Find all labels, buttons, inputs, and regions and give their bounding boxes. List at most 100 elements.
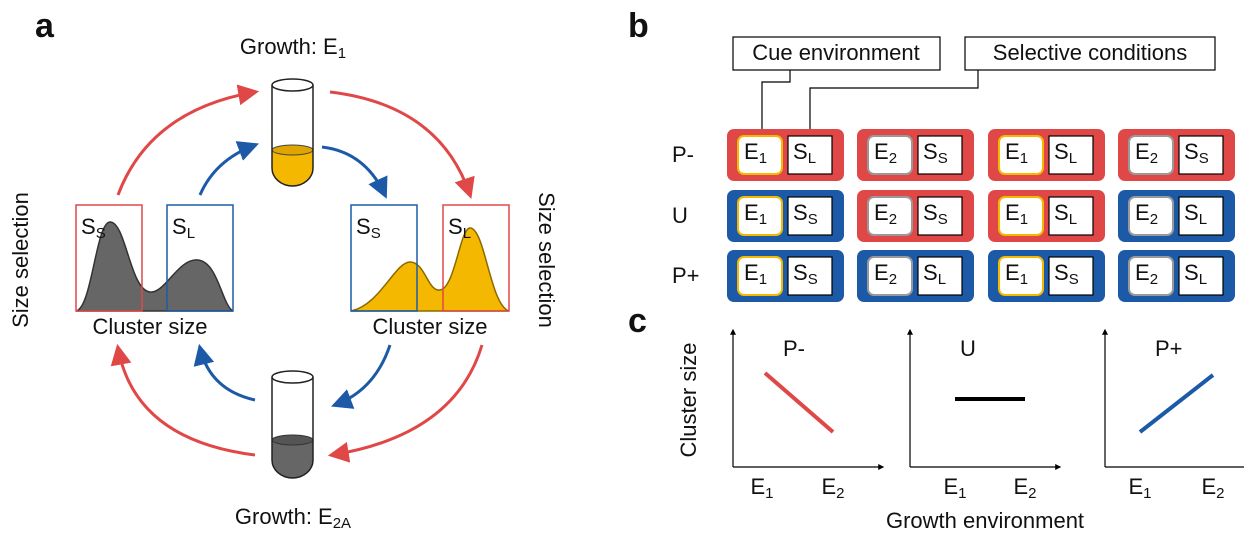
env-label-base: E xyxy=(744,200,759,225)
axis-label: Cluster size xyxy=(93,314,208,339)
sel-label-sub: S xyxy=(1069,271,1079,288)
env-label-sub: 1 xyxy=(1020,150,1028,167)
sel-label-sub: S xyxy=(808,211,818,228)
cue-label: Cue environment xyxy=(752,40,920,65)
sel-label-base: S xyxy=(923,200,938,225)
trend-line xyxy=(765,373,833,432)
bin-label: SL xyxy=(172,214,195,242)
sel-label-base: S xyxy=(923,139,938,164)
bin-label: SL xyxy=(448,214,471,242)
env-label-sub: 1 xyxy=(759,211,767,228)
env-label-base: E xyxy=(1135,139,1150,164)
bin-label-sub: L xyxy=(463,225,471,242)
x-tick-label-sub: 2 xyxy=(1028,485,1036,502)
x-tick-label-base: E xyxy=(1201,474,1216,499)
env-label-sub: 1 xyxy=(1020,211,1028,228)
sel-label-base: S xyxy=(1184,260,1199,285)
sel-label-sub: L xyxy=(938,271,946,288)
growth-label: Growth: E1 xyxy=(240,34,346,62)
sel-label-sub: S xyxy=(1199,150,1209,167)
bin-label-base: S xyxy=(172,214,187,239)
panel-letter: c xyxy=(628,302,647,340)
row-label: P- xyxy=(672,142,694,167)
growth-label-sub: 1 xyxy=(338,45,346,62)
env-label-base: E xyxy=(874,260,889,285)
growth-label-base: Growth: E xyxy=(240,34,338,59)
plot-title: U xyxy=(960,336,976,361)
env-label-sub: 2 xyxy=(1150,150,1158,167)
x-tick-label-base: E xyxy=(750,474,765,499)
env-label-sub: 2 xyxy=(889,271,897,288)
sel-label-base: S xyxy=(793,260,808,285)
env-label-sub: 1 xyxy=(759,271,767,288)
x-tick-label: E1 xyxy=(1128,474,1151,502)
sel-label-sub: L xyxy=(1199,211,1207,228)
bottom-tube xyxy=(272,371,313,478)
sel-label-sub: L xyxy=(1069,211,1077,228)
env-label-base: E xyxy=(1135,260,1150,285)
env-label-sub: 1 xyxy=(1020,271,1028,288)
sel-label-base: S xyxy=(1054,200,1069,225)
row-label: P+ xyxy=(672,263,700,288)
x-tick-label: E1 xyxy=(750,474,773,502)
x-tick-label-base: E xyxy=(821,474,836,499)
env-label-base: E xyxy=(1005,260,1020,285)
env-label-base: E xyxy=(744,260,759,285)
bin-label-base: S xyxy=(81,214,96,239)
axis-label: Growth environment xyxy=(886,508,1084,533)
env-label-base: E xyxy=(744,139,759,164)
x-tick-label: E1 xyxy=(943,474,966,502)
env-label-sub: 2 xyxy=(1150,211,1158,228)
bin-label-sub: S xyxy=(371,225,381,242)
x-tick-label-base: E xyxy=(1013,474,1028,499)
panel-letter: b xyxy=(628,7,649,45)
sel-label-sub: L xyxy=(1199,271,1207,288)
x-tick-label-sub: 1 xyxy=(1143,485,1151,502)
sel-label-base: S xyxy=(1054,139,1069,164)
figure: a Size selection Size selection Cluster … xyxy=(0,0,1244,535)
sel-label-sub: L xyxy=(1069,150,1077,167)
axis-label: Cluster size xyxy=(676,343,701,458)
env-label-base: E xyxy=(874,200,889,225)
selective-label: Selective conditions xyxy=(993,40,1187,65)
trend-line xyxy=(1140,375,1213,432)
plot-title: P- xyxy=(783,336,805,361)
x-tick-label: E2 xyxy=(821,474,844,502)
x-tick-label-base: E xyxy=(1128,474,1143,499)
sel-label-sub: S xyxy=(938,211,948,228)
env-label-base: E xyxy=(1135,200,1150,225)
connector xyxy=(810,70,978,137)
bin-label-base: S xyxy=(448,214,463,239)
growth-label-base: Growth: E xyxy=(235,504,333,529)
growth-label-sub: 2A xyxy=(333,515,351,532)
x-tick-label-sub: 2 xyxy=(1216,485,1224,502)
bin-label-base: S xyxy=(356,214,371,239)
connector xyxy=(762,70,790,137)
x-tick-label-sub: 1 xyxy=(765,485,773,502)
bin-label-sub: S xyxy=(96,225,106,242)
row-label: U xyxy=(672,203,688,228)
side-label: Size selection xyxy=(534,192,559,328)
sel-label-sub: S xyxy=(938,150,948,167)
bin-label-sub: L xyxy=(187,225,195,242)
top-tube xyxy=(272,79,313,186)
growth-label: Growth: E2A xyxy=(235,504,351,532)
x-tick-label-base: E xyxy=(943,474,958,499)
env-label-base: E xyxy=(874,139,889,164)
x-tick-label: E2 xyxy=(1013,474,1036,502)
sel-label-sub: L xyxy=(808,150,816,167)
x-tick-label: E2 xyxy=(1201,474,1224,502)
sel-label-base: S xyxy=(1054,260,1069,285)
panel-letter: a xyxy=(35,7,55,45)
x-tick-label-sub: 2 xyxy=(836,485,844,502)
env-label-sub: 2 xyxy=(889,211,897,228)
sel-label-sub: S xyxy=(808,271,818,288)
sel-label-base: S xyxy=(793,139,808,164)
axis-label: Cluster size xyxy=(373,314,488,339)
env-label-sub: 2 xyxy=(889,150,897,167)
plot-title: P+ xyxy=(1155,336,1183,361)
sel-label-base: S xyxy=(793,200,808,225)
x-tick-label-sub: 1 xyxy=(958,485,966,502)
bin-label: SS xyxy=(81,214,106,242)
sel-label-base: S xyxy=(1184,139,1199,164)
